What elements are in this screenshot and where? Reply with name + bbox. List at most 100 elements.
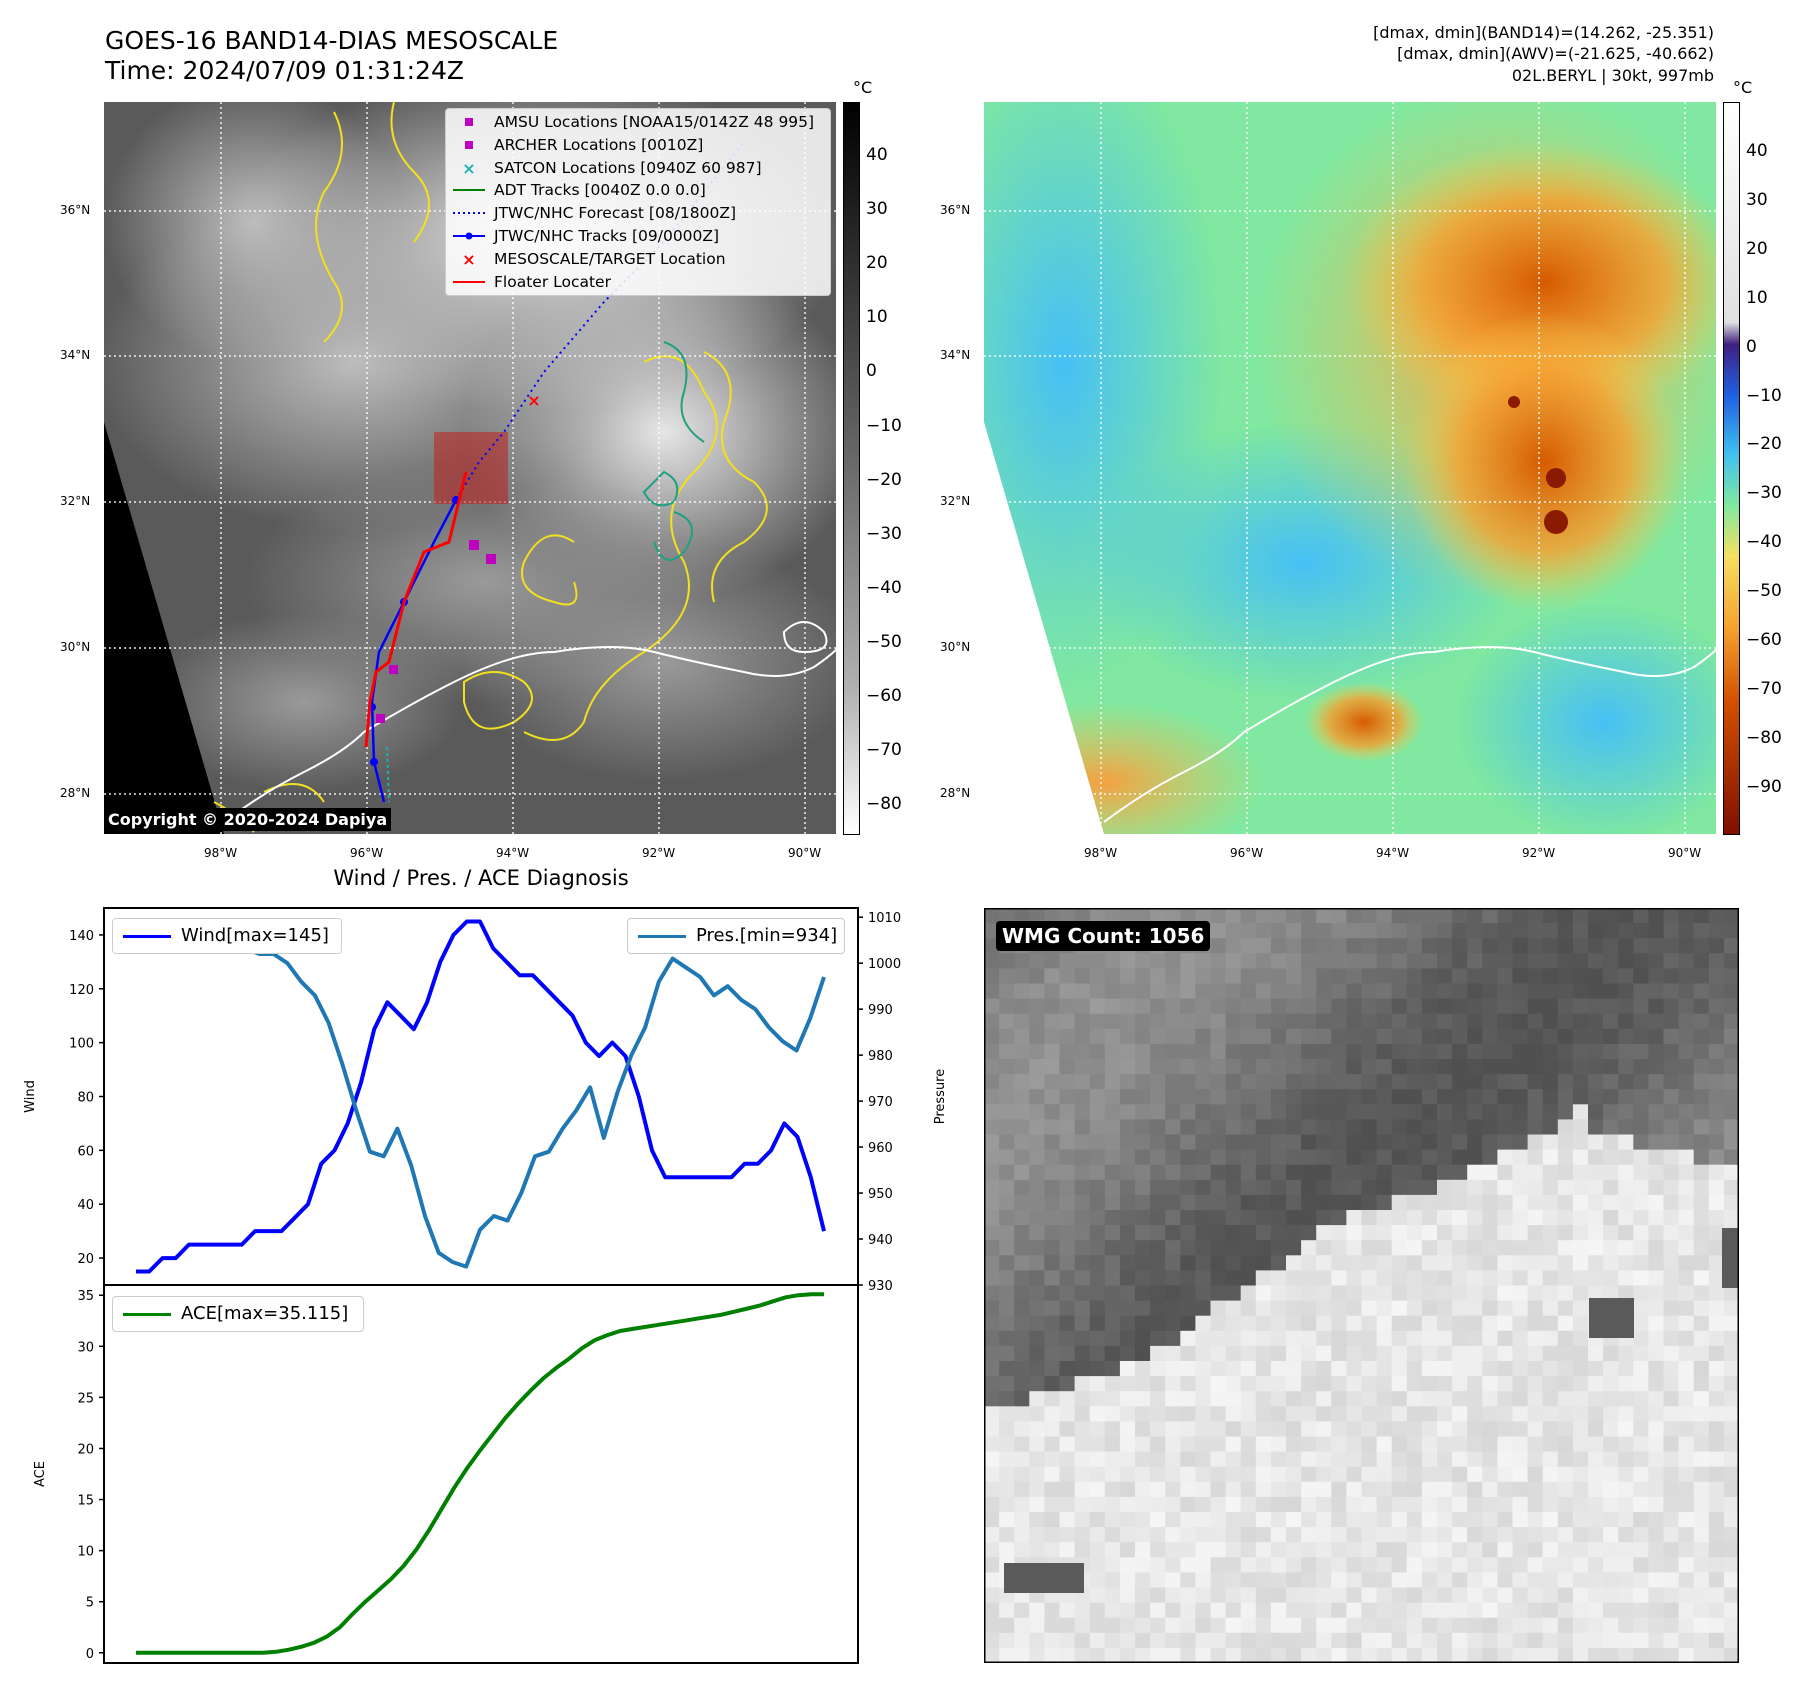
lat-tick-label: 30°N bbox=[940, 640, 971, 654]
lat-tick-label: 28°N bbox=[60, 786, 91, 800]
legend-item-label: SATCON Locations [0940Z 60 987] bbox=[494, 158, 762, 177]
pressure-tick-label: 930 bbox=[868, 1279, 893, 1294]
pressure-tick-label: 940 bbox=[868, 1233, 893, 1248]
legend-item: × MESOSCALE/TARGET Location bbox=[446, 248, 830, 271]
gray-colorbar-tick: 40 bbox=[866, 145, 888, 165]
pressure-tick-label: 1000 bbox=[868, 957, 901, 972]
legend-item: AMSU Locations [NOAA15/0142Z 48 995] bbox=[446, 111, 830, 134]
ace-tick-label: 20 bbox=[77, 1442, 94, 1457]
lon-tick-label: 96°W bbox=[350, 846, 384, 860]
chart-timestamp: Time: 2024/07/09 01:31:24Z bbox=[105, 56, 464, 85]
pressure-series-line bbox=[136, 924, 826, 1269]
color-colorbar-tick: 0 bbox=[1746, 336, 1757, 357]
legend-item: Floater Locater bbox=[446, 271, 830, 294]
ace-tick-label: 30 bbox=[77, 1340, 94, 1355]
magenta-square-marker bbox=[465, 118, 473, 126]
lon-tick-label: 92°W bbox=[642, 846, 676, 860]
gray-colorbar-tick: 0 bbox=[866, 361, 877, 382]
gray-colorbar-tick: −70 bbox=[866, 740, 902, 761]
pressure-tick-label: 970 bbox=[868, 1095, 893, 1110]
color-colorbar-tick: 10 bbox=[1746, 287, 1768, 308]
pres-legend-label: Pres.[min=934] bbox=[696, 925, 838, 946]
color-colorbar-tick: −60 bbox=[1746, 630, 1782, 650]
ace-series-line bbox=[136, 1292, 824, 1655]
color-colorbar-tick: 30 bbox=[1746, 189, 1768, 210]
red-x-marker: × bbox=[462, 250, 475, 269]
wind-tick-label: 120 bbox=[69, 983, 94, 998]
diagnosis-chart: 1401201008060402010101000990980970960950… bbox=[23, 907, 948, 1664]
legend-item-label: JTWC/NHC Tracks [09/0000Z] bbox=[494, 226, 720, 245]
ace-legend-label: ACE[max=35.115] bbox=[181, 1303, 349, 1324]
gray-colorbar-tick: −50 bbox=[866, 631, 902, 652]
svg-text:×: × bbox=[462, 250, 475, 269]
green-line bbox=[453, 189, 485, 192]
ace-axis-label: ACE bbox=[33, 1461, 48, 1487]
lat-tick-label: 36°N bbox=[940, 203, 971, 217]
wind-axis-label: Wind bbox=[23, 1080, 38, 1113]
lat-tick-label: 36°N bbox=[60, 203, 91, 217]
color-colorbar-tick: 40 bbox=[1746, 141, 1768, 161]
gray-colorbar-tick: 20 bbox=[866, 253, 888, 274]
legend-item: ADT Tracks [0040Z 0.0 0.0] bbox=[446, 179, 830, 202]
awv-range-info: [dmax, dmin](AWV)=(-21.625, -40.662) bbox=[1397, 44, 1714, 63]
gray-colorbar-tick: −80 bbox=[866, 794, 902, 815]
legend-item: ARCHER Locations [0010Z] bbox=[446, 134, 830, 157]
gray-colorbar-tick: 10 bbox=[866, 307, 888, 328]
lon-tick-label: 98°W bbox=[204, 846, 238, 860]
wmg-count-label: WMG Count: 1056 bbox=[996, 921, 1211, 951]
legend-item-label: ADT Tracks [0040Z 0.0 0.0] bbox=[494, 181, 706, 200]
wmg-pixel-map bbox=[984, 908, 1739, 1663]
map-legend: AMSU Locations [NOAA15/0142Z 48 995] ARCH… bbox=[445, 108, 831, 296]
wind-series-line bbox=[136, 919, 826, 1274]
magenta-square-marker bbox=[465, 140, 473, 149]
pressure-tick-label: 950 bbox=[868, 1187, 893, 1202]
color-colorbar-tick: 20 bbox=[1746, 238, 1768, 259]
blue-dotted-line bbox=[453, 212, 485, 215]
ace-legend-line bbox=[123, 1312, 171, 1316]
color-colorbar-tick: −50 bbox=[1746, 581, 1782, 602]
svg-text:×: × bbox=[527, 391, 540, 410]
gray-colorbar-tick: −60 bbox=[866, 686, 902, 706]
blue-line-dot bbox=[453, 232, 485, 240]
legend-item: JTWC/NHC Forecast [08/1800Z] bbox=[446, 202, 830, 225]
lon-tick-label: 92°W bbox=[1522, 846, 1556, 860]
gray-colorbar-tick: −30 bbox=[866, 523, 902, 544]
color-colorbar bbox=[1723, 102, 1740, 835]
pressure-tick-label: 960 bbox=[868, 1141, 893, 1156]
lat-tick-label: 28°N bbox=[940, 786, 971, 800]
wind-tick-label: 60 bbox=[77, 1144, 94, 1159]
legend-item: × SATCON Locations [0940Z 60 987] bbox=[446, 157, 830, 180]
wind-tick-label: 140 bbox=[69, 929, 94, 944]
lon-tick-label: 90°W bbox=[1668, 846, 1702, 860]
lat-tick-label: 30°N bbox=[60, 640, 91, 654]
legend-item-label: JTWC/NHC Forecast [08/1800Z] bbox=[494, 204, 737, 223]
legend-item-label: AMSU Locations [NOAA15/0142Z 48 995] bbox=[494, 113, 815, 131]
ace-tick-label: 25 bbox=[77, 1391, 94, 1406]
ace-tick-label: 0 bbox=[86, 1647, 94, 1662]
storm-info: 02L.BERYL | 30kt, 997mb bbox=[1511, 66, 1714, 85]
color-colorbar-unit: °C bbox=[1733, 78, 1753, 97]
lat-tick-label: 34°N bbox=[940, 348, 971, 362]
pres-legend-line bbox=[638, 934, 686, 938]
gray-colorbar bbox=[843, 102, 860, 835]
lat-tick-label: 34°N bbox=[60, 348, 91, 362]
gray-colorbar-tick: −20 bbox=[866, 469, 902, 490]
lat-tick-label: 32°N bbox=[60, 494, 91, 508]
lat-tick-label: 32°N bbox=[940, 494, 971, 508]
color-colorbar-tick: −10 bbox=[1746, 385, 1782, 406]
lon-tick-label: 90°W bbox=[788, 846, 822, 860]
lon-tick-label: 96°W bbox=[1230, 846, 1264, 860]
gray-colorbar-tick: −10 bbox=[866, 415, 902, 436]
copyright-label: Copyright © 2020-2024 Dapiya bbox=[104, 808, 392, 831]
pressure-tick-label: 990 bbox=[868, 1003, 893, 1018]
gray-colorbar-unit: °C bbox=[853, 78, 873, 97]
svg-text:×: × bbox=[462, 159, 475, 178]
ace-tick-label: 10 bbox=[77, 1545, 94, 1560]
pressure-tick-label: 980 bbox=[868, 1049, 893, 1064]
lon-tick-label: 98°W bbox=[1084, 846, 1118, 860]
wind-legend-line bbox=[123, 934, 171, 938]
lon-tick-label: 94°W bbox=[1376, 846, 1410, 860]
wind-legend-label: Wind[max=145] bbox=[181, 925, 329, 946]
color-colorbar-tick: −30 bbox=[1746, 483, 1782, 504]
legend-item-label: Floater Locater bbox=[494, 272, 611, 291]
